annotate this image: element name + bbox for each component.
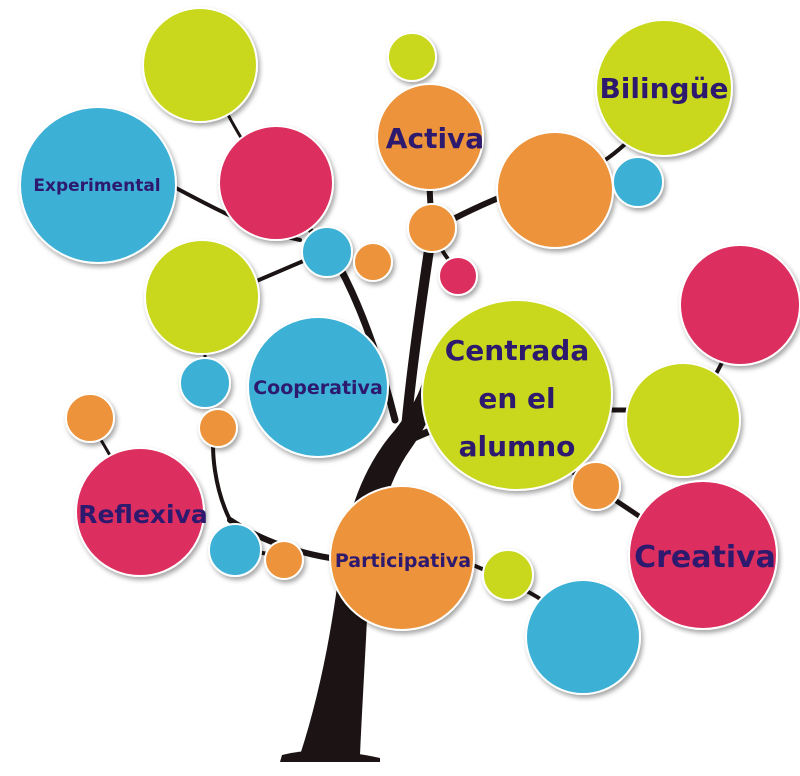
label-activa: Activa <box>386 122 484 155</box>
circle-bilingue <box>595 19 733 157</box>
label-creativa: Creativa <box>634 540 776 575</box>
circle-participativa <box>329 485 475 631</box>
circle-blue-lower-left <box>208 523 262 577</box>
label-participativa: Participativa <box>335 550 471 572</box>
label-bilingue: Bilingüe <box>599 72 728 105</box>
circle-orange-small-left-2 <box>65 393 115 443</box>
circle-green-top-left <box>142 7 258 123</box>
circles <box>19 7 800 695</box>
circle-green-mid-left <box>144 239 260 355</box>
circle-orange-top <box>496 131 614 249</box>
trunk-root <box>280 750 380 762</box>
circle-green-top-small <box>387 32 437 82</box>
label-cooperativa: Cooperativa <box>253 377 383 399</box>
circle-orange-tiny-center <box>353 242 393 282</box>
circle-cooperativa <box>247 316 389 458</box>
circle-blue-small-center <box>301 226 353 278</box>
circle-experimental <box>19 106 177 264</box>
circle-pink-tiny-center <box>438 256 478 296</box>
circle-green-right <box>625 362 741 478</box>
circle-orange-small-lower <box>264 540 304 580</box>
circle-blue-small-right-top <box>612 156 664 208</box>
branch-main-up <box>400 225 437 445</box>
circle-orange-small-center <box>407 203 457 253</box>
circle-centrada <box>421 299 613 491</box>
circle-pink-top <box>218 125 334 241</box>
circle-orange-small-right <box>571 461 621 511</box>
label-centrada-line1: Centrada <box>445 334 590 367</box>
circle-reflexiva <box>75 447 205 577</box>
labels: Bilingüe Activa Experimental Cooperativa… <box>33 72 776 575</box>
label-reflexiva: Reflexiva <box>78 500 208 529</box>
circle-blue-bottom <box>525 579 641 695</box>
circle-green-small-lower <box>482 549 534 601</box>
label-centrada-line3: alumno <box>459 430 576 463</box>
label-centrada-line2: en el <box>478 382 555 415</box>
label-experimental: Experimental <box>33 176 160 196</box>
circle-orange-small-left-1 <box>198 408 238 448</box>
circle-activa <box>376 83 484 191</box>
circle-blue-small-left <box>179 357 231 409</box>
circle-pink-right-top <box>679 244 800 366</box>
circle-creativa <box>628 480 778 630</box>
